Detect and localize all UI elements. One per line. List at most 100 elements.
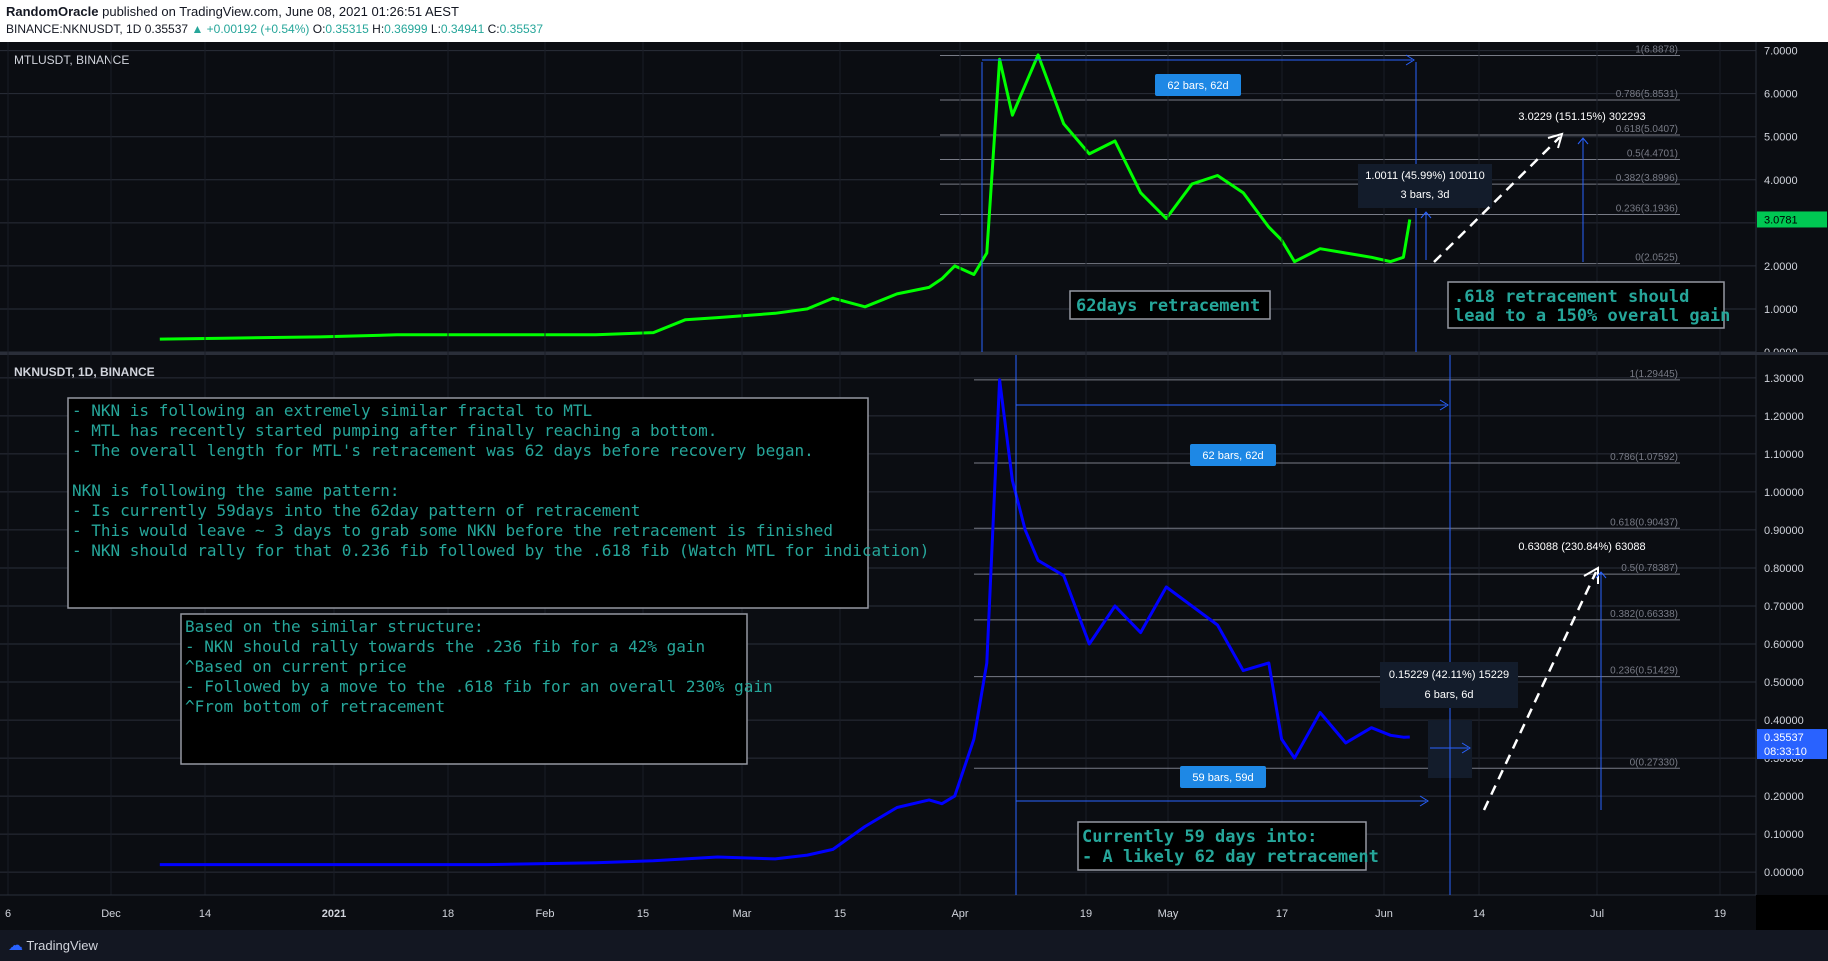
price-tick-label: 1.0000 — [1764, 304, 1798, 316]
time-tick-label: 19 — [1080, 908, 1092, 920]
fib-level-label: 0.786(5.8531) — [1616, 89, 1678, 100]
last-price-tag-text: 3.0781 — [1764, 214, 1798, 226]
mtl-gain-note-1: .618 retracement should — [1454, 287, 1689, 307]
price-axis-bg — [1756, 42, 1828, 352]
high-value: 0.36999 — [384, 22, 428, 36]
fib-level-label: 0.5(4.4701) — [1627, 149, 1678, 160]
analysis-text-line: - This would leave ~ 3 days to grab some… — [72, 521, 833, 540]
open-label: O: — [312, 22, 326, 36]
publish-info: published on TradingView.com, June 08, 2… — [102, 4, 459, 19]
tradingview-logo[interactable]: ☁ TradingView — [8, 936, 98, 954]
fib-level-label: 0.236(0.51429) — [1610, 666, 1678, 677]
nkn-annotations[interactable]: 62 bars, 62d 59 bars, 59d 0.15229 (42.11… — [67, 355, 1646, 895]
footer-bar: ☁ TradingView — [0, 930, 1828, 961]
mtl-gain-note-2: lead to a 150% overall gain — [1454, 306, 1730, 326]
price-change: ▲ +0.00192 (+0.54%) — [191, 22, 310, 36]
nkn-analysis-box-2-text: Based on the similar structure:- NKN sho… — [185, 617, 773, 716]
price-tick-label: 0.00000 — [1764, 867, 1804, 879]
analysis-text-line: Based on the similar structure: — [185, 617, 484, 636]
ticker-line: BINANCE:NKNUSDT, 1D 0.35537 ▲ +0.00192 (… — [6, 22, 543, 36]
last-price-tag-text: 0.35537 — [1764, 732, 1804, 744]
note-text-line: - A likely 62 day retracement — [1082, 847, 1379, 867]
nkn-measure-box — [1380, 662, 1518, 708]
time-tick-label: Feb — [536, 908, 555, 920]
last-price-timer: 08:33:10 — [1764, 746, 1807, 758]
mtl-measure-arrowhead — [1420, 211, 1432, 219]
mtl-target-arrowhead — [1577, 137, 1589, 145]
fib-level-label: 0.236(3.1936) — [1616, 203, 1678, 214]
time-tick-label: 17 — [1276, 908, 1288, 920]
price-axis-bg — [1756, 355, 1828, 895]
mtl-measure-b: 3 bars, 3d — [1401, 189, 1450, 201]
price-tick-label: 4.0000 — [1764, 175, 1798, 187]
price-tick-label: 1.10000 — [1764, 449, 1804, 461]
nkn-note-box-text: Currently 59 days into:- A likely 62 day… — [1082, 827, 1379, 867]
tradingview-logo-text: TradingView — [26, 938, 98, 953]
price-tick-label: 6.0000 — [1764, 89, 1798, 101]
price-tick-label: 1.20000 — [1764, 411, 1804, 423]
nkn-59-arrowhead — [1419, 795, 1429, 807]
fib-level-label: 0.786(1.07592) — [1610, 452, 1678, 463]
open-value: 0.35315 — [325, 22, 369, 36]
tradingview-cloud-icon: ☁ — [8, 937, 23, 954]
price-tick-label: 5.0000 — [1764, 132, 1798, 144]
analysis-text-line: - NKN should rally for that 0.236 fib fo… — [72, 541, 929, 560]
pane-nkn-fib: 1(1.29445) 0.786(1.07592) 0.618(0.90437) 0.… — [974, 369, 1680, 769]
nkn-59-tag — [1180, 766, 1266, 788]
fib-level-label: 0(0.27330) — [1630, 757, 1678, 768]
nkn-analysis-box-2 — [180, 613, 748, 765]
nkn-projection-dashed — [1482, 571, 1598, 811]
low-value: 0.34941 — [440, 22, 485, 36]
pane-nkn-price-axis[interactable]: 1.30000 1.20000 1.10000 1.00000 0.90000 0.800… — [1755, 355, 1828, 895]
time-tick-label: 2021 — [322, 908, 346, 920]
time-tick-label: 18 — [442, 908, 454, 920]
fib-level-label: 0.618(0.90437) — [1610, 517, 1678, 528]
price-tick-label: 7.0000 — [1764, 46, 1798, 58]
time-tick-label: Jul — [1590, 908, 1604, 920]
mtl-annotations[interactable]: 62 bars, 62d 1.0011 (45.99%) 100110 3 ba… — [981, 54, 1730, 352]
note-text-line: Currently 59 days into: — [1082, 827, 1317, 847]
price-tick-label: 1.30000 — [1764, 373, 1804, 385]
analysis-text-line: ^Based on current price — [185, 657, 407, 676]
pane-divider[interactable] — [0, 352, 1828, 355]
close-value: 0.35537 — [499, 22, 544, 36]
fib-level-label: 0.382(3.8996) — [1616, 173, 1678, 184]
time-tick-label: 6 — [5, 908, 11, 920]
time-axis[interactable] — [0, 895, 1756, 930]
mtl-projection-dashed — [1433, 136, 1561, 263]
nkn-measure-h-arrowhead — [1461, 742, 1471, 754]
nkn-analysis-box-1 — [67, 397, 869, 609]
analysis-text-line: - Followed by a move to the .618 fib for… — [185, 677, 773, 696]
analysis-text-line: NKN is following the same pattern: — [72, 481, 400, 500]
nkn-projection-arrowhead — [1583, 566, 1599, 584]
analysis-text-line: - MTL has recently started pumping after… — [72, 421, 717, 440]
time-tick-label: Dec — [101, 908, 121, 920]
pane-mtl-fib: 1(6.8878) 0.786(5.8531) 0.618(5.0407) 0.5(4… — [940, 44, 1680, 265]
mtl-measure-box — [1358, 164, 1492, 208]
low-label: L: — [430, 22, 441, 36]
high-label: H: — [372, 22, 385, 36]
mtl-range-tag — [1155, 74, 1241, 96]
nkn-price-line — [159, 378, 1410, 867]
price-tick-label: 1.00000 — [1764, 487, 1804, 499]
mtl-range-tag-text: 62 bars, 62d — [1167, 80, 1228, 92]
mtl-pane-title: MTLUSDT, BINANCE — [14, 53, 129, 67]
nkn-range-tag — [1190, 444, 1276, 466]
price-tick-label: 0.20000 — [1764, 791, 1804, 803]
fib-level-label: 1(6.8878) — [1635, 44, 1678, 55]
time-tick-label: Mar — [733, 908, 752, 920]
mtl-retracement-note-box — [1069, 290, 1271, 320]
price-tick-label: 0.10000 — [1764, 829, 1804, 841]
mtl-price-line — [159, 53, 1412, 341]
charts-canvas[interactable]: 1(6.8878) 0.786(5.8531) 0.618(5.0407) 0.5(4… — [0, 42, 1828, 930]
price-tick-label: 2.0000 — [1764, 261, 1798, 273]
pane-mtl-price-axis[interactable]: 7.00006.00005.00004.00003.00002.00001.00… — [1755, 42, 1828, 359]
nkn-pane-title: NKNUSDT, 1D, BINANCE — [14, 365, 155, 379]
price-tick-label: 0.60000 — [1764, 639, 1804, 651]
time-tick-label: 14 — [1473, 908, 1485, 920]
nkn-range-tag-text: 62 bars, 62d — [1202, 450, 1263, 462]
author-name[interactable]: RandomOracle — [6, 4, 99, 19]
mtl-target-text: 3.0229 (151.15%) 302293 — [1518, 111, 1645, 123]
fib-level-label: 0(2.0525) — [1635, 253, 1678, 264]
price-tick-label: 0.80000 — [1764, 563, 1804, 575]
